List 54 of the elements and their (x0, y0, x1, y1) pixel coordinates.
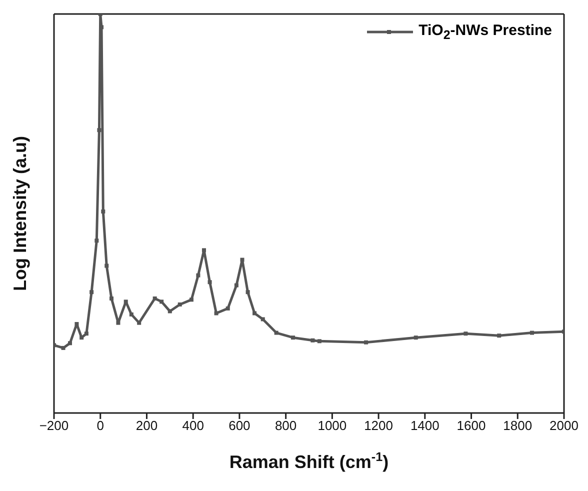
point (90, 290, 94, 294)
point (97, 128, 102, 132)
point (464, 332, 468, 336)
x-tick-label: 1000 (318, 418, 347, 434)
point (101, 210, 106, 214)
point (252, 311, 257, 316)
point (234, 283, 238, 288)
point (226, 306, 230, 310)
x-tick-label: 1400 (410, 418, 440, 434)
x-tick-label: 1200 (364, 418, 394, 434)
legend-label: TiO$_{2}$-NWs Prestine (418, 22, 552, 42)
point (497, 334, 502, 338)
point (61, 346, 66, 350)
point (260, 317, 265, 322)
y-axis-title: Log Intensity (a.u) (10, 136, 30, 291)
point (104, 264, 109, 268)
point (246, 290, 250, 294)
point (178, 302, 182, 306)
point (240, 258, 244, 262)
point (74, 322, 79, 326)
point (208, 280, 212, 284)
point (152, 296, 157, 300)
point (310, 338, 315, 342)
point (530, 330, 534, 335)
point (84, 332, 88, 336)
point (109, 296, 114, 300)
x-tick-label: 1600 (456, 418, 486, 434)
point (202, 248, 206, 252)
point (274, 330, 278, 335)
point (364, 340, 368, 344)
point (214, 311, 218, 316)
point (129, 312, 134, 316)
point (124, 300, 128, 304)
x-tick-label: 0 (96, 418, 104, 434)
x-tick-label: 2000 (550, 418, 578, 434)
point (116, 320, 120, 325)
x-tick-label: 400 (182, 418, 204, 434)
point (189, 298, 194, 302)
x-tick-label: 600 (228, 418, 250, 434)
point (160, 300, 164, 304)
point (137, 320, 142, 325)
point (291, 336, 296, 340)
point (94, 238, 99, 243)
point (317, 339, 322, 344)
point (414, 336, 418, 340)
x-axis-title: Raman Shift (cm$^{-1}$) (229, 450, 389, 472)
x-tick-label: −200 (39, 418, 69, 434)
x-tick-label: 800 (274, 418, 297, 434)
x-tick-label: 200 (136, 418, 158, 434)
point (168, 309, 172, 314)
point (196, 273, 200, 278)
point (68, 341, 72, 346)
point (80, 336, 84, 340)
x-tick-label: 1800 (503, 418, 532, 434)
